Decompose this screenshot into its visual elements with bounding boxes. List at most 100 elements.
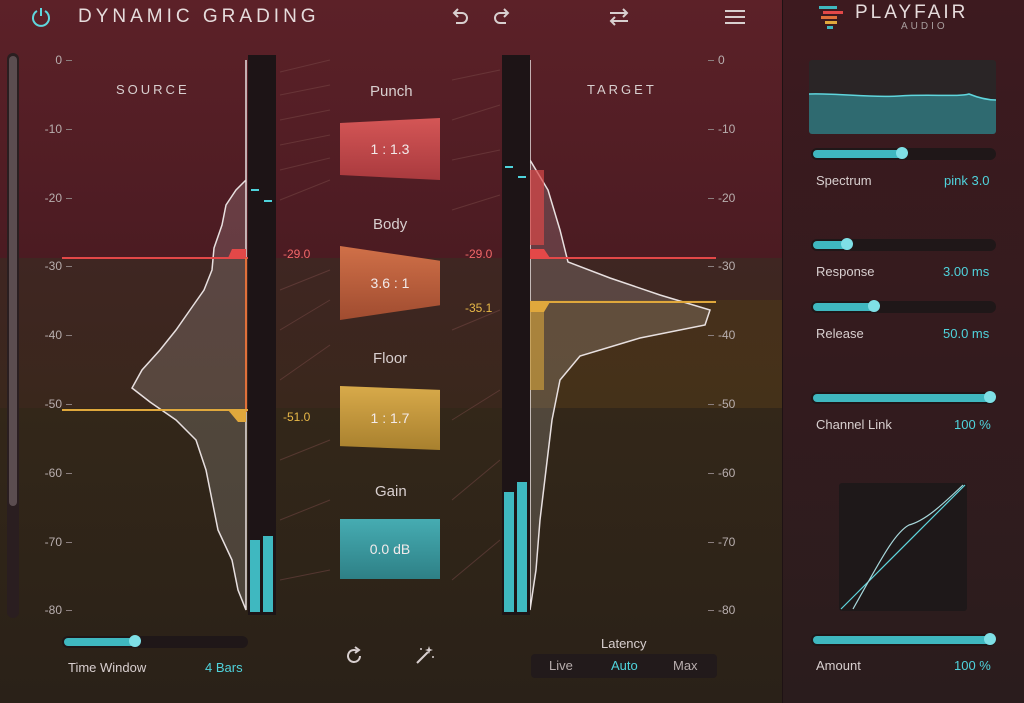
target-floor-gr bbox=[530, 310, 544, 390]
amount-label: Amount bbox=[816, 658, 861, 673]
undo-icon[interactable] bbox=[447, 4, 473, 30]
source-scale-tick bbox=[66, 610, 72, 612]
time-window-slider[interactable] bbox=[62, 635, 248, 648]
target-scale-tick bbox=[708, 60, 714, 61]
source-scale-tick-label: -40 bbox=[44, 328, 62, 343]
release-label: Release bbox=[816, 326, 864, 341]
transfer-curve bbox=[839, 483, 967, 611]
target-floor-threshold[interactable]: -35.1 bbox=[465, 301, 493, 315]
channel-link-slider-knob[interactable] bbox=[984, 391, 996, 403]
punch-ratio-button[interactable]: 1 : 1.3 bbox=[340, 118, 440, 180]
target-scale-tick-label: 0 bbox=[718, 53, 725, 67]
source-label: SOURCE bbox=[116, 82, 190, 97]
spectrum-slider-knob[interactable] bbox=[895, 147, 908, 159]
target-scale-tick bbox=[708, 335, 714, 337]
target-scale-tick bbox=[708, 404, 714, 405]
source-punch-threshold[interactable]: -29.0 bbox=[283, 247, 311, 261]
channel-link-value[interactable]: 100 % bbox=[954, 417, 991, 432]
floor-ratio-button[interactable]: 1 : 1.7 bbox=[340, 386, 440, 450]
gain-label: Gain bbox=[375, 483, 407, 500]
source-scale-tick-label: -10 bbox=[44, 121, 62, 136]
body-ratio-button[interactable]: 3.6 : 1 bbox=[340, 246, 440, 320]
playfair-logo bbox=[819, 4, 847, 30]
time-window-knob[interactable] bbox=[128, 635, 141, 647]
gain-button[interactable]: 0.0 dB bbox=[340, 519, 440, 579]
redo-icon[interactable] bbox=[489, 4, 515, 30]
brand-sub: AUDIO bbox=[901, 21, 948, 32]
target-scale-tick bbox=[708, 197, 714, 199]
menu-icon[interactable] bbox=[722, 4, 748, 30]
source-meter bbox=[248, 55, 276, 615]
target-scale-tick-label: -60 bbox=[718, 465, 736, 480]
channel-link-label: Channel Link bbox=[816, 417, 892, 432]
target-scale-tick bbox=[708, 610, 714, 612]
target-scale-tick bbox=[708, 541, 714, 543]
power-icon[interactable] bbox=[30, 6, 52, 28]
target-punch-threshold[interactable]: -29.0 bbox=[465, 247, 493, 261]
response-slider-fill bbox=[813, 241, 850, 249]
spectrum-slider[interactable] bbox=[811, 147, 996, 160]
punch-label: Punch bbox=[370, 83, 413, 100]
source-level-right bbox=[263, 536, 273, 612]
response-slider[interactable] bbox=[811, 238, 996, 251]
release-slider-fill bbox=[813, 303, 877, 311]
time-window-value[interactable]: 4 Bars bbox=[205, 660, 243, 675]
amount-value[interactable]: 100 % bbox=[954, 658, 991, 673]
source-scale-tick-label: -20 bbox=[44, 190, 62, 205]
source-scale-tick bbox=[66, 541, 72, 543]
body-ratio-value: 3.6 : 1 bbox=[370, 275, 410, 291]
spectrum-label: Spectrum bbox=[816, 173, 872, 188]
source-scale-tick-label: -70 bbox=[44, 534, 62, 549]
spectrum-slider-fill bbox=[813, 150, 904, 158]
target-scale-tick-label: -40 bbox=[718, 328, 736, 343]
release-value[interactable]: 50.0 ms bbox=[943, 326, 990, 341]
spectrum-display bbox=[809, 60, 996, 134]
target-level-left bbox=[504, 492, 514, 612]
target-scale-tick bbox=[708, 266, 714, 268]
source-scale-tick-label: 0 bbox=[55, 53, 62, 67]
latency-option-max[interactable]: Max bbox=[673, 658, 698, 673]
source-scale-tick bbox=[66, 128, 72, 130]
target-floor-handle[interactable] bbox=[530, 302, 550, 312]
scrollbar-thumb[interactable] bbox=[9, 56, 17, 506]
mapping-lines bbox=[279, 59, 501, 581]
target-punch-handle[interactable] bbox=[530, 249, 550, 258]
spectrum-value[interactable]: pink 3.0 bbox=[944, 173, 990, 188]
latency-option-live[interactable]: Live bbox=[549, 658, 573, 673]
source-scale-tick-label: -60 bbox=[44, 465, 62, 480]
response-slider-knob[interactable] bbox=[841, 238, 854, 250]
amount-slider-fill bbox=[813, 636, 994, 644]
settings-panel: PLAYFAIR AUDIO Spectrum pink 3.0 Respons… bbox=[782, 0, 1024, 703]
gain-value: 0.0 dB bbox=[369, 541, 411, 557]
target-scale-tick-label: -30 bbox=[718, 259, 736, 274]
target-label: TARGET bbox=[587, 82, 657, 97]
release-slider[interactable] bbox=[811, 300, 996, 313]
swap-icon[interactable] bbox=[606, 4, 632, 30]
source-floor-threshold[interactable]: -51.0 bbox=[283, 410, 311, 424]
source-punch-handle[interactable] bbox=[228, 249, 246, 258]
amount-slider-knob[interactable] bbox=[984, 633, 996, 645]
source-scale-tick-label: -80 bbox=[44, 603, 62, 618]
target-scale-tick bbox=[708, 472, 714, 474]
source-floor-handle[interactable] bbox=[228, 410, 246, 422]
time-window-fill bbox=[64, 638, 137, 646]
amount-slider[interactable] bbox=[811, 633, 996, 646]
magic-wand-icon[interactable] bbox=[412, 642, 438, 668]
source-level-left bbox=[250, 540, 260, 612]
source-scale-tick-label: -50 bbox=[44, 397, 62, 411]
brand-name: PLAYFAIR bbox=[855, 2, 969, 23]
response-value[interactable]: 3.00 ms bbox=[943, 264, 990, 279]
latency-option-auto[interactable]: Auto bbox=[611, 658, 638, 673]
source-scale-tick bbox=[66, 266, 72, 268]
dynamics-visualization bbox=[62, 55, 716, 615]
vertical-scrollbar[interactable] bbox=[7, 53, 19, 618]
channel-link-slider[interactable] bbox=[811, 391, 996, 404]
reset-icon[interactable] bbox=[341, 643, 367, 669]
target-punch-gr bbox=[530, 170, 544, 245]
floor-ratio-value: 1 : 1.7 bbox=[370, 410, 410, 426]
target-level-right bbox=[517, 482, 527, 612]
release-slider-knob[interactable] bbox=[868, 300, 881, 312]
target-scale-tick-label: -20 bbox=[718, 190, 736, 205]
target-scale-tick-label: -10 bbox=[718, 121, 736, 136]
target-histogram bbox=[529, 60, 711, 611]
